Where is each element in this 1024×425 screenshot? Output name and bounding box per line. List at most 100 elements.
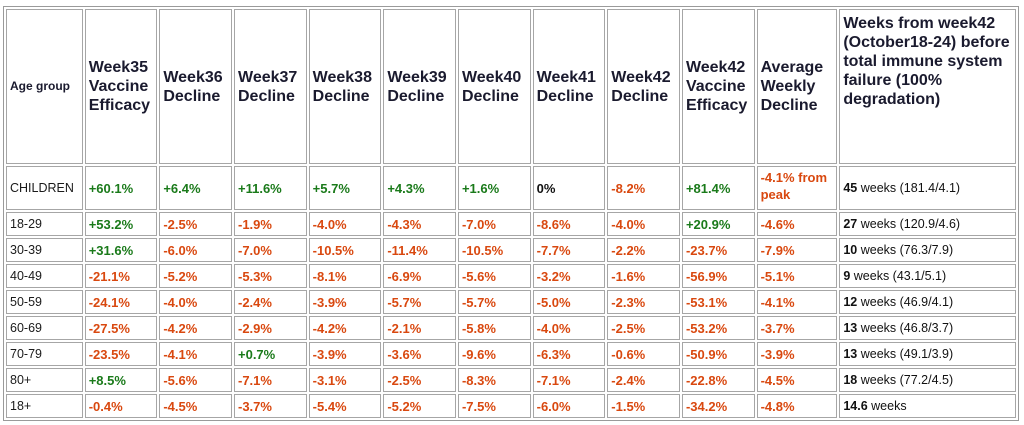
cell-weeks-before-failure: 13 weeks (49.1/3.9) (839, 342, 1016, 366)
cell-week36-decline: +6.4% (159, 166, 232, 210)
cell-week38-decline: -3.1% (308, 368, 382, 392)
cell-week41-decline: -6.0% (532, 394, 606, 418)
cell-age-group: 18+ (6, 394, 83, 418)
cell-week42-efficacy: -34.2% (681, 394, 755, 418)
cell-week37-decline: -2.9% (234, 316, 307, 340)
vaccine-efficacy-table: Age group Week35 Vaccine Efficacy Week36… (3, 6, 1019, 421)
cell-week37-decline: +0.7% (234, 342, 307, 366)
cell-week38-decline: -8.1% (308, 264, 382, 288)
cell-weeks-before-failure: 13 weeks (46.8/3.7) (839, 316, 1016, 340)
cell-week41-decline: -6.3% (532, 342, 606, 366)
cell-week35-efficacy: +31.6% (84, 238, 158, 262)
cell-average-weekly-decline: -4.5% (756, 368, 838, 392)
table-row: 60-69 -27.5% -4.2% -2.9% -4.2% -2.1% -5.8% -4.0… (6, 316, 1016, 340)
cell-week42-decline: -1.5% (607, 394, 680, 418)
cell-week42-efficacy: -56.9% (681, 264, 755, 288)
cell-average-weekly-decline: -4.1% from peak (756, 166, 838, 210)
cell-age-group: 80+ (6, 368, 83, 392)
cell-week38-decline: -3.9% (308, 290, 382, 314)
cell-week40-decline: -9.6% (457, 342, 531, 366)
table-row: 80+ +8.5% -5.6% -7.1% -3.1% -2.5% -8.3% -7.1% -2… (6, 368, 1016, 392)
cell-week40-decline: -5.6% (457, 264, 531, 288)
weeks-count: 10 (843, 243, 858, 257)
cell-week37-decline: -7.1% (234, 368, 307, 392)
table-row: 30-39 +31.6% -6.0% -7.0% -10.5% -11.4% -10.5% -… (6, 238, 1016, 262)
cell-week42-efficacy: +81.4% (681, 166, 755, 210)
weeks-count: 45 (843, 181, 858, 195)
table-row: 18+ -0.4% -4.5% -3.7% -5.4% -5.2% -7.5% -6.0% -1… (6, 394, 1016, 418)
cell-week42-decline: -0.6% (607, 342, 680, 366)
cell-week36-decline: -5.6% (159, 368, 232, 392)
weeks-count: 13 (843, 347, 858, 361)
cell-week36-decline: -4.5% (159, 394, 232, 418)
header-week35-efficacy: Week35 Vaccine Efficacy (84, 9, 158, 164)
cell-week37-decline: -5.3% (234, 264, 307, 288)
cell-week38-decline: -5.4% (308, 394, 382, 418)
cell-week36-decline: -4.1% (159, 342, 232, 366)
cell-week37-decline: -7.0% (234, 238, 307, 262)
cell-week35-efficacy: -27.5% (84, 316, 158, 340)
weeks-detail: weeks (43.1/5.1) (853, 269, 947, 283)
header-week36-decline: Week36 Decline (159, 9, 232, 164)
cell-week42-efficacy: -53.1% (681, 290, 755, 314)
cell-week37-decline: -3.7% (234, 394, 307, 418)
header-week42-efficacy: Week42 Vaccine Efficacy (681, 9, 755, 164)
cell-week41-decline: -3.2% (532, 264, 606, 288)
cell-week39-decline: -11.4% (383, 238, 456, 262)
table-row: 18-29 +53.2% -2.5% -1.9% -4.0% -4.3% -7.0% -8.6… (6, 212, 1016, 236)
cell-week40-decline: -7.5% (457, 394, 531, 418)
cell-average-weekly-decline: -5.1% (756, 264, 838, 288)
cell-week40-decline: +1.6% (457, 166, 531, 210)
cell-week42-efficacy: +20.9% (681, 212, 755, 236)
cell-week38-decline: -3.9% (308, 342, 382, 366)
cell-week42-decline: -1.6% (607, 264, 680, 288)
cell-week36-decline: -4.2% (159, 316, 232, 340)
cell-week38-decline: -4.0% (308, 212, 382, 236)
cell-average-weekly-decline: -4.6% (756, 212, 838, 236)
cell-week42-decline: -2.4% (607, 368, 680, 392)
cell-week35-efficacy: -24.1% (84, 290, 158, 314)
cell-week40-decline: -10.5% (457, 238, 531, 262)
cell-week35-efficacy: -23.5% (84, 342, 158, 366)
weeks-detail: weeks (181.4/4.1) (860, 181, 961, 195)
cell-average-weekly-decline: -4.1% (756, 290, 838, 314)
cell-week42-decline: -8.2% (607, 166, 680, 210)
cell-weeks-before-failure: 27 weeks (120.9/4.6) (839, 212, 1016, 236)
cell-week38-decline: +5.7% (308, 166, 382, 210)
cell-week36-decline: -2.5% (159, 212, 232, 236)
cell-week39-decline: -5.7% (383, 290, 456, 314)
cell-weeks-before-failure: 9 weeks (43.1/5.1) (839, 264, 1016, 288)
cell-week42-efficacy: -23.7% (681, 238, 755, 262)
table-row: 40-49 -21.1% -5.2% -5.3% -8.1% -6.9% -5.6% -3.2… (6, 264, 1016, 288)
table-row: 50-59 -24.1% -4.0% -2.4% -3.9% -5.7% -5.7% -5.0… (6, 290, 1016, 314)
weeks-detail: weeks (46.9/4.1) (860, 295, 954, 309)
cell-week35-efficacy: +53.2% (84, 212, 158, 236)
cell-age-group: 60-69 (6, 316, 83, 340)
cell-week39-decline: -5.2% (383, 394, 456, 418)
cell-average-weekly-decline: -7.9% (756, 238, 838, 262)
cell-age-group: 30-39 (6, 238, 83, 262)
cell-age-group: 18-29 (6, 212, 83, 236)
weeks-detail: weeks (77.2/4.5) (860, 373, 954, 387)
header-week42-decline: Week42 Decline (607, 9, 680, 164)
cell-weeks-before-failure: 18 weeks (77.2/4.5) (839, 368, 1016, 392)
weeks-detail: weeks (120.9/4.6) (860, 217, 961, 231)
cell-weeks-before-failure: 45 weeks (181.4/4.1) (839, 166, 1016, 210)
cell-week40-decline: -8.3% (457, 368, 531, 392)
header-row: Age group Week35 Vaccine Efficacy Week36… (6, 9, 1016, 164)
cell-age-group: 70-79 (6, 342, 83, 366)
cell-week36-decline: -4.0% (159, 290, 232, 314)
weeks-detail: weeks (76.3/7.9) (860, 243, 954, 257)
cell-week39-decline: +4.3% (383, 166, 456, 210)
cell-week36-decline: -5.2% (159, 264, 232, 288)
weeks-count: 9 (843, 269, 851, 283)
cell-week39-decline: -3.6% (383, 342, 456, 366)
cell-average-weekly-decline: -3.7% (756, 316, 838, 340)
cell-week40-decline: -7.0% (457, 212, 531, 236)
weeks-count: 14.6 (843, 399, 868, 413)
cell-week42-decline: -2.5% (607, 316, 680, 340)
weeks-detail: weeks (46.8/3.7) (860, 321, 954, 335)
header-week38-decline: Week38 Decline (308, 9, 382, 164)
header-weeks-before-failure: Weeks from week42 (October18-24) before … (839, 9, 1016, 164)
cell-age-group: 40-49 (6, 264, 83, 288)
